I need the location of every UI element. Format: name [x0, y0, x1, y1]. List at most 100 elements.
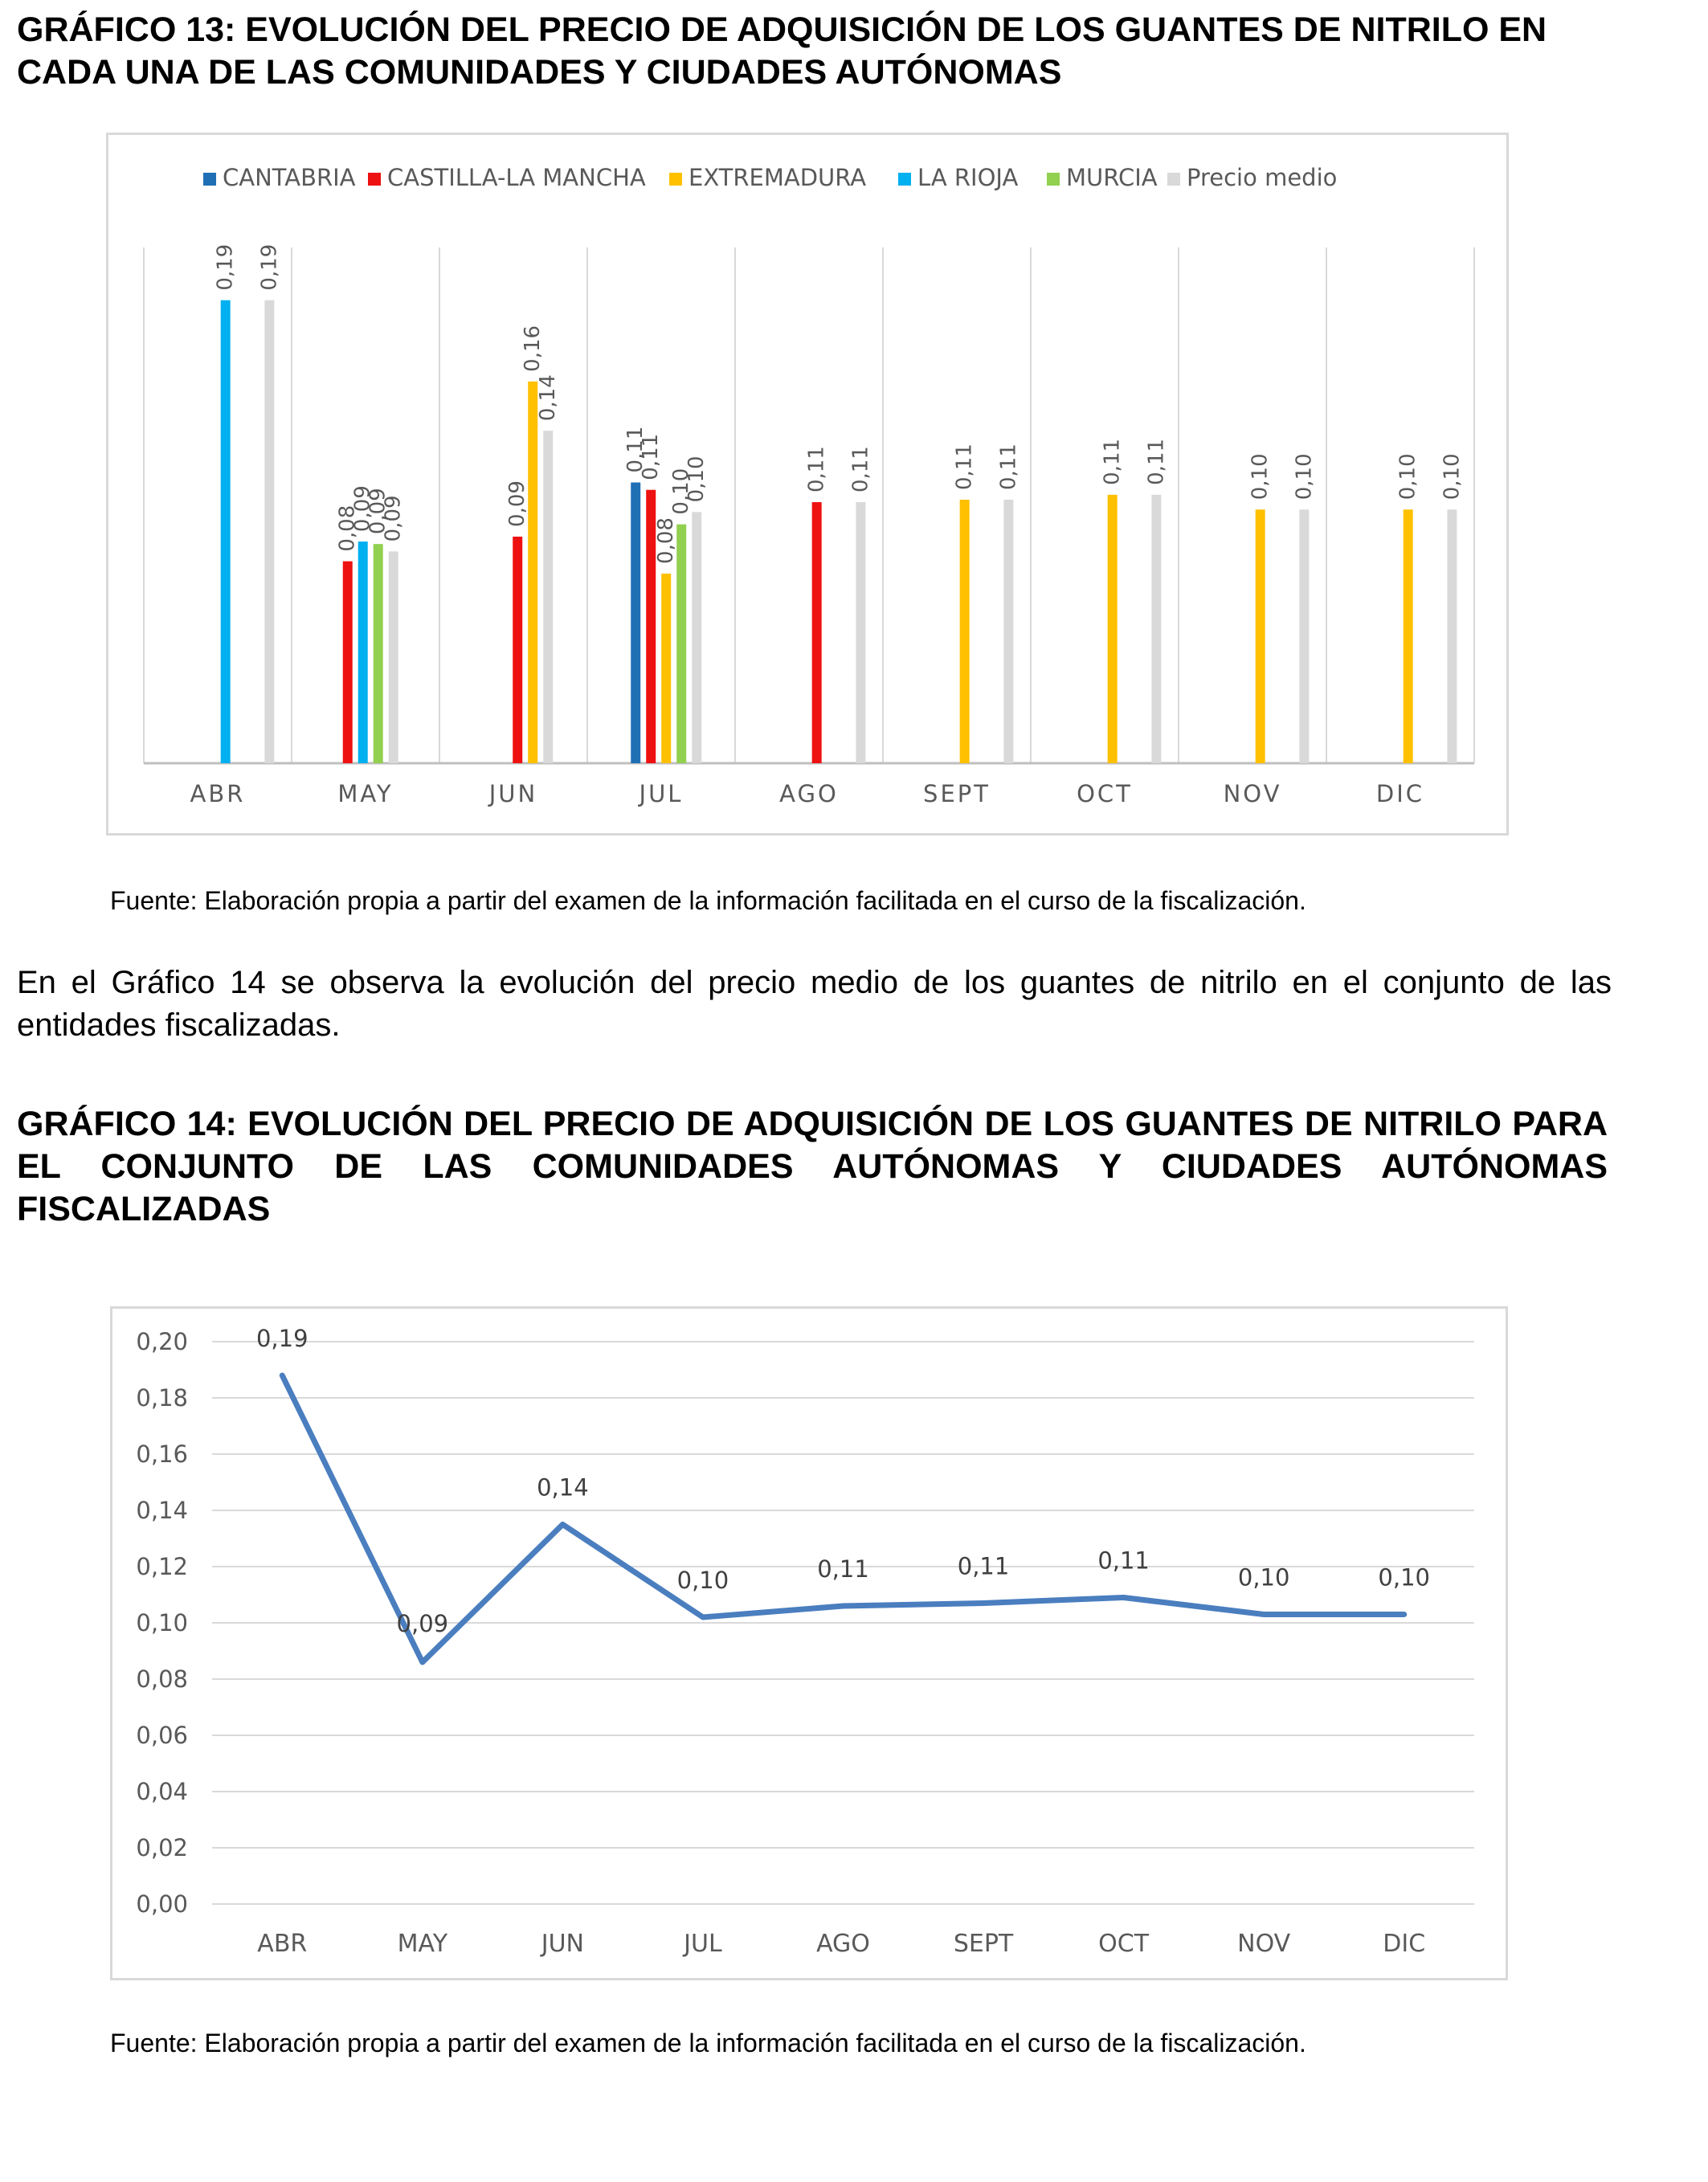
series-line [279, 1372, 1408, 1665]
y-tick-label: 0,16 [136, 1440, 188, 1468]
x-tick-label-dic: DIC [1383, 1930, 1425, 1958]
y-tick-label: 0,08 [136, 1665, 188, 1693]
bar-extremadura-jun [528, 381, 538, 763]
data-label-precio-medio-oct: 0,11 [1144, 439, 1168, 485]
bar-extremadura-oct [1107, 494, 1118, 763]
chart14-frame: 0,00 0,02 0,04 0,06 0,08 0,10 0,12 0,14 0,16 0,18… [110, 1306, 1508, 1980]
x-tick-label-sept: SEPT [954, 1930, 1014, 1958]
data-point-oct [1121, 1595, 1126, 1600]
y-tick-label: 0,20 [136, 1328, 188, 1355]
y-tick-label: 0,10 [136, 1609, 188, 1636]
chart13-frame: CANTABRIA CASTILLA-LA MANCHA EXTREMADURA LA… [106, 133, 1509, 836]
data-label-cantabria-jul: 0,11 [623, 427, 648, 473]
data-point-jul [700, 1615, 705, 1620]
legend-swatch-la-rioja [898, 173, 911, 186]
data-label-jun: 0,14 [537, 1474, 589, 1502]
legend-swatch-extremadura [669, 173, 682, 186]
data-label-precio-medio-ago: 0,11 [848, 446, 872, 492]
data-label-precio-medio-jun: 0,14 [536, 374, 560, 421]
data-label-precio-medio-dic: 0,10 [1440, 453, 1464, 500]
x-tick-label-ago: AGO [816, 1930, 870, 1958]
bar-precio-medio-ago [856, 502, 866, 763]
bar-precio-medio-jun [543, 431, 554, 763]
data-label-precio-medio-may: 0,09 [382, 495, 406, 541]
x-tick-label-nov: NOV [1224, 780, 1282, 807]
data-label-la-rioja-may: 0,09 [351, 485, 375, 532]
data-label-nov: 0,10 [1238, 1564, 1290, 1592]
data-label-precio-medio-sept: 0,11 [996, 443, 1020, 490]
legend-swatch-castilla-la-mancha [368, 173, 381, 186]
data-label-precio-medio-jul: 0,10 [684, 456, 709, 502]
x-tick-label-oct: OCT [1098, 1930, 1150, 1958]
bar-la-rioja-may [358, 541, 368, 763]
data-point-sept [981, 1600, 987, 1606]
bar-cantabria-jul [631, 482, 641, 763]
data-label-oct: 0,11 [1097, 1547, 1150, 1575]
data-label-castilla-la-mancha-jul: 0,11 [639, 434, 663, 480]
legend-label-precio-medio: Precio medio [1187, 164, 1337, 191]
data-label-extremadura-jun: 0,16 [521, 325, 545, 372]
data-label-la-rioja-abr: 0,19 [214, 244, 238, 291]
bar-precio-medio-dic [1447, 509, 1457, 763]
bar-castilla-la-mancha-jul [646, 489, 656, 763]
x-tick-label-oct: OCT [1077, 780, 1133, 807]
data-label-jul: 0,10 [677, 1567, 729, 1594]
data-point-nov [1261, 1612, 1267, 1617]
data-label-murcia-may: 0,09 [366, 488, 390, 534]
legend-label-la-rioja: LA RIOJA [917, 164, 1018, 191]
bar-extremadura-dic [1403, 509, 1413, 763]
x-tick-label-nov: NOV [1237, 1930, 1291, 1958]
bar-la-rioja-abr [220, 300, 231, 763]
bar-castilla-la-mancha-may [342, 561, 353, 763]
data-label-may: 0,09 [397, 1610, 449, 1637]
data-point-ago [840, 1604, 846, 1608]
y-tick-label: 0,04 [136, 1778, 188, 1805]
chart14-svg: 0,00 0,02 0,04 0,06 0,08 0,10 0,12 0,14 0,16 0,18… [136, 1325, 1474, 1958]
bar-precio-medio-oct [1151, 494, 1162, 763]
bar-castilla-la-mancha-ago [811, 502, 822, 763]
data-label-extremadura-dic: 0,10 [1396, 453, 1420, 500]
x-tick-label-may: MAY [398, 1930, 448, 1958]
data-label-ago: 0,11 [817, 1555, 869, 1583]
x-tick-label-ago: AGO [779, 780, 839, 807]
legend-label-extremadura: EXTREMADURA [689, 164, 866, 191]
bar-precio-medio-may [388, 551, 398, 763]
data-label-sept: 0,11 [958, 1553, 1010, 1580]
x-tick-label-dic: DIC [1376, 780, 1424, 807]
x-tick-label-jul: JUL [638, 780, 684, 807]
chart13-source: Fuente: Elaboración propia a partir del … [110, 886, 1306, 915]
data-label-dic: 0,10 [1378, 1564, 1430, 1592]
legend-label-cantabria: CANTABRIA [223, 164, 356, 191]
data-label-precio-medio-nov: 0,10 [1292, 453, 1316, 500]
bar-murcia-jul [676, 524, 687, 763]
body-paragraph: En el Gráfico 14 se observa la evolución… [17, 965, 1612, 1043]
chart14-heading: GRÁFICO 14: EVOLUCIÓN DEL PRECIO DE ADQU… [17, 1105, 1608, 1228]
bar-extremadura-nov [1255, 509, 1265, 763]
chart13-svg: CANTABRIA CASTILLA-LA MANCHA EXTREMADURA LA… [143, 164, 1475, 807]
bar-precio-medio-nov [1299, 509, 1310, 763]
bar-precio-medio-abr [264, 300, 275, 763]
legend-swatch-murcia [1047, 173, 1060, 186]
data-label-castilla-la-mancha-jun: 0,09 [505, 480, 529, 527]
bar-precio-medio-sept [1003, 499, 1014, 763]
data-point-jun [560, 1522, 566, 1527]
data-label-castilla-la-mancha-may: 0,08 [336, 505, 360, 552]
y-tick-label: 0,02 [136, 1834, 188, 1861]
x-tick-label-abr: ABR [190, 780, 246, 807]
data-label-castilla-la-mancha-ago: 0,11 [805, 446, 829, 492]
data-label-extremadura-sept: 0,11 [953, 443, 977, 490]
y-tick-label: 0,00 [136, 1890, 188, 1918]
x-tick-label-jun: JUN [540, 1930, 584, 1958]
x-tick-label-jul: JUL [682, 1930, 722, 1958]
x-tick-label-may: MAY [337, 780, 393, 807]
data-point-dic [1401, 1612, 1407, 1617]
legend-label-murcia: MURCIA [1066, 164, 1158, 191]
chart14-source: Fuente: Elaboración propia a partir del … [110, 2029, 1306, 2057]
bar-castilla-la-mancha-jun [513, 536, 523, 763]
bar-murcia-may [373, 544, 383, 763]
y-tick-label: 0,06 [136, 1722, 188, 1749]
x-tick-label-abr: ABR [257, 1930, 307, 1958]
x-tick-label-sept: SEPT [923, 780, 991, 807]
legend-label-castilla-la-mancha: CASTILLA-LA MANCHA [387, 164, 646, 191]
data-label-abr: 0,19 [256, 1325, 309, 1352]
